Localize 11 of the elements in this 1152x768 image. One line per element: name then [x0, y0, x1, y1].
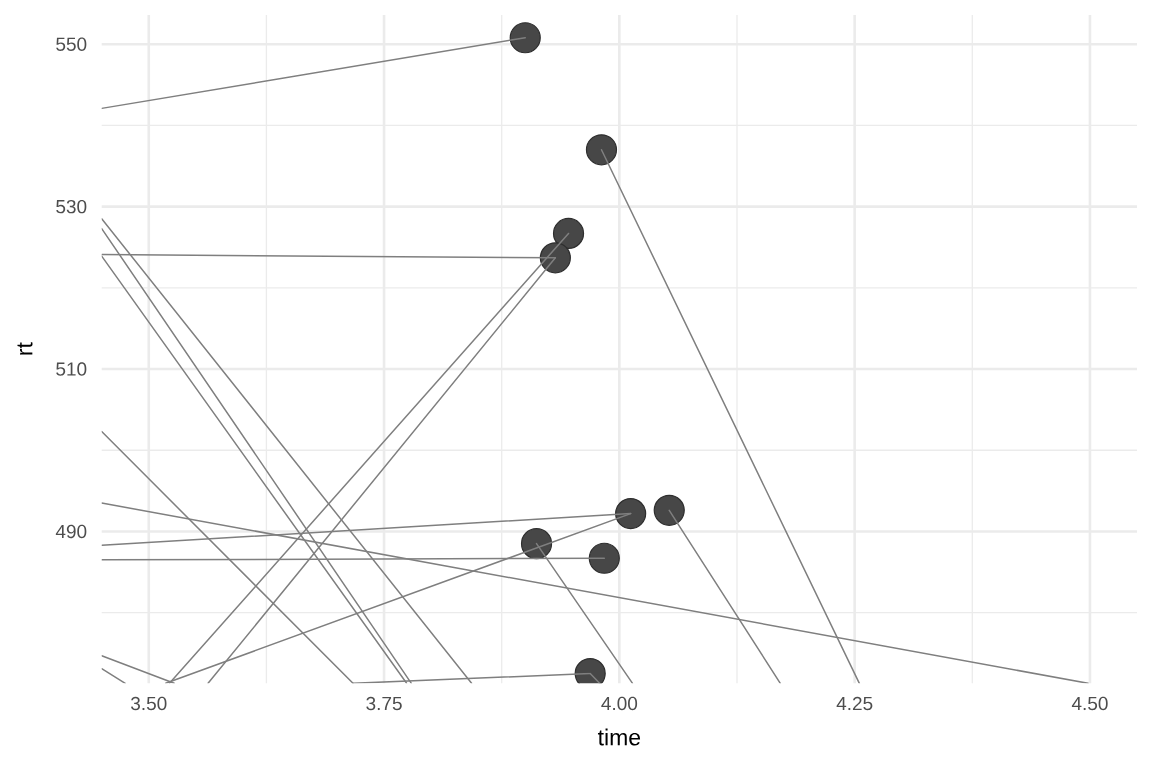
x-tick-label: 4.50: [1071, 696, 1108, 711]
x-tick-label: 3.50: [130, 696, 167, 711]
y-tick-label: 510: [56, 362, 87, 376]
x-tick-label: 4.00: [601, 696, 638, 711]
y-tick-label: 530: [56, 199, 87, 214]
x-tick-label: 3.75: [366, 696, 402, 711]
y-axis-title: rt: [17, 342, 33, 355]
x-tick-label: 4.25: [836, 696, 873, 711]
y-tick-label: 490: [55, 524, 87, 539]
y-tick-label: 550: [56, 37, 87, 51]
x-axis-title: time: [597, 728, 641, 746]
